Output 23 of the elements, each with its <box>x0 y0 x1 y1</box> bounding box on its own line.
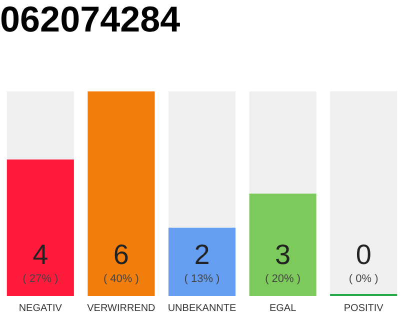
data-label: 4 <box>32 239 48 270</box>
bar <box>6 159 74 296</box>
x-tick-label: NEGATIV <box>18 302 62 314</box>
data-label: 6 <box>113 239 129 270</box>
annotation: ( 20% ) <box>265 273 301 285</box>
annotation: ( 27% ) <box>22 273 58 285</box>
chart-title: 062074284 <box>0 0 180 40</box>
annotation: ( 0% ) <box>348 273 378 285</box>
bar <box>168 91 236 228</box>
x-tick-label: VERWIRREND <box>87 302 156 314</box>
bar <box>249 194 316 296</box>
bar <box>88 91 155 296</box>
data-label: 2 <box>194 239 210 270</box>
x-tick-label: POSITIV <box>344 302 384 314</box>
bar <box>6 91 74 160</box>
bar <box>249 91 316 194</box>
data-label: 0 <box>356 239 372 270</box>
x-tick-label: UNBEKANNTE <box>168 302 236 314</box>
bar <box>168 228 236 296</box>
annotation: ( 40% ) <box>103 273 139 285</box>
x-tick-label: EGAL <box>269 302 297 314</box>
data-label: 3 <box>275 239 291 270</box>
annotation: ( 13% ) <box>184 273 220 285</box>
